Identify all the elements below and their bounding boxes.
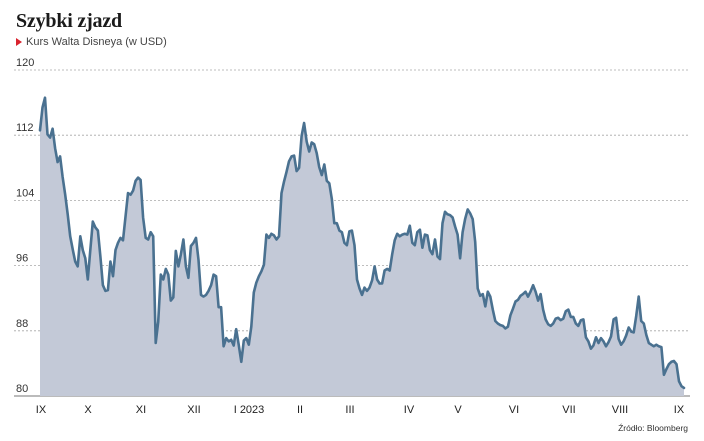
x-tick-label: XI — [136, 404, 146, 416]
price-line — [38, 96, 686, 390]
x-tick-label: III — [345, 404, 354, 416]
x-axis-labels: IX X XI XII I 2023 II III IV V VI VII VIII IX — [36, 404, 685, 416]
source-note: Źródło: Bloomberg — [618, 423, 688, 433]
x-tick-label: VI — [509, 404, 519, 416]
y-tick-label: 80 — [16, 383, 28, 395]
y-tick-label: 96 — [16, 253, 28, 265]
x-tick-label: II — [297, 404, 303, 416]
price-area-fill — [40, 97, 684, 396]
x-tick-label: IV — [404, 404, 415, 416]
chart-title: Szybki zjazd — [16, 10, 122, 32]
y-tick-label: 120 — [16, 57, 34, 69]
y-axis-labels: 80 88 96 104 112 120 — [16, 57, 34, 395]
chart-area — [38, 96, 686, 396]
x-tick-label: VIII — [612, 404, 629, 416]
x-tick-label: V — [454, 404, 462, 416]
x-tick-label: IX — [674, 404, 685, 416]
chart-subtitle-text: Kurs Walta Disneya (w USD) — [26, 36, 167, 48]
y-tick-label: 88 — [16, 318, 28, 330]
x-tick-label: XII — [187, 404, 200, 416]
chart-subtitle: Kurs Walta Disneya (w USD) — [16, 36, 167, 48]
x-tick-label: IX — [36, 404, 47, 416]
x-tick-label: X — [84, 404, 92, 416]
y-tick-label: 112 — [16, 122, 34, 134]
x-tick-label: I 2023 — [234, 404, 265, 416]
x-tick-label: VII — [562, 404, 575, 416]
red-triangle-marker-icon — [16, 38, 22, 46]
y-tick-label: 104 — [16, 187, 34, 199]
